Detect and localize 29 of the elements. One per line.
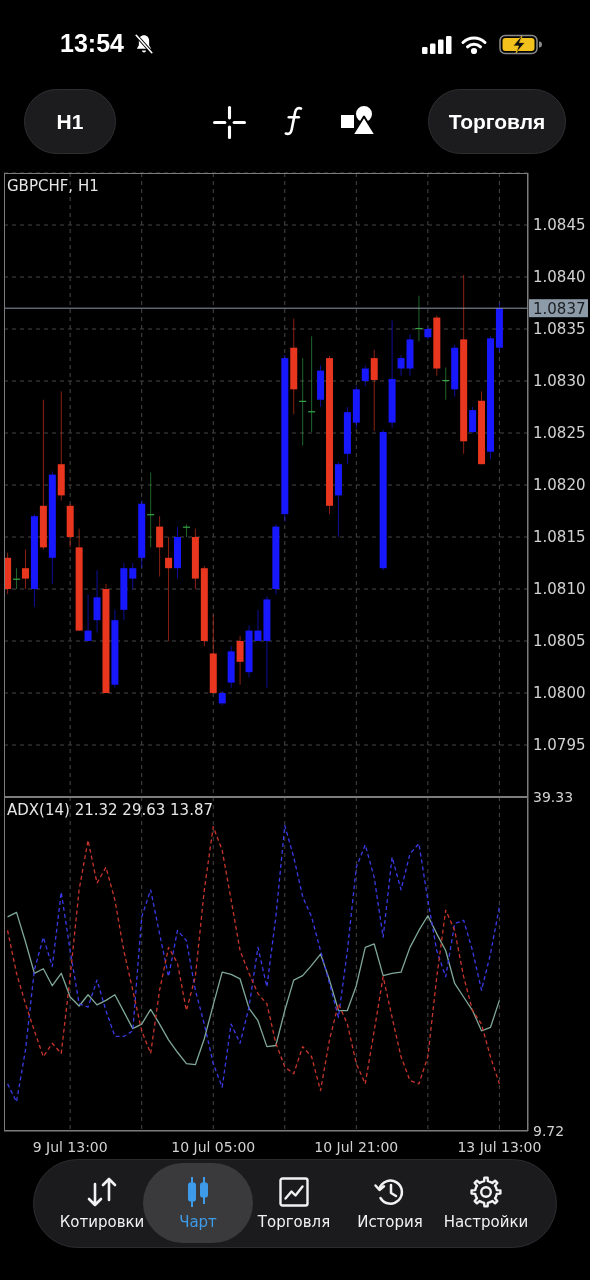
x-tick-label: 10 Jul 21:00 [314,1138,399,1155]
text: Торговля [256,1213,332,1231]
chart-title: GBPCHF, H1 [7,177,99,195]
y-tick-label: 1.0825 [533,424,586,443]
y-tick-label: 1.0835 [533,320,586,339]
y-tick-label: 1.0830 [533,372,586,391]
text: Чарт [178,1213,218,1231]
pill-button: Торговля [428,89,566,154]
line-series [6,911,501,1066]
y-tick-label: 1.0805 [533,632,586,651]
text: 13:54 [60,29,124,57]
y-tick-label: 1.0845 [533,216,586,235]
x-tick-label: 13 Jul 13:00 [457,1138,542,1155]
y-tick-label: 1.0795 [533,736,586,755]
y-tick-label: 9.72 [533,1122,565,1139]
y-tick-label: 1.0840 [533,268,586,287]
pill-button: H1 [24,89,116,154]
x-tick-label: 10 Jul 05:00 [171,1138,256,1155]
y-tick-label: 1.0815 [533,528,586,547]
text: Настройки [442,1213,530,1231]
y-tick-label: 1.0810 [533,580,586,599]
y-tick-label: 39.33 [533,788,574,805]
y-tick-label: 1.0820 [533,476,586,495]
ref-line-label: 1.0837 [533,299,586,318]
chart-title: ADX(14) 21.32 29.63 13.87 [7,801,214,819]
text: Котировки [58,1213,146,1231]
text: История [356,1213,424,1231]
y-tick-label: 1.0800 [533,684,586,703]
x-tick-label: 9 Jul 13:00 [32,1138,108,1155]
